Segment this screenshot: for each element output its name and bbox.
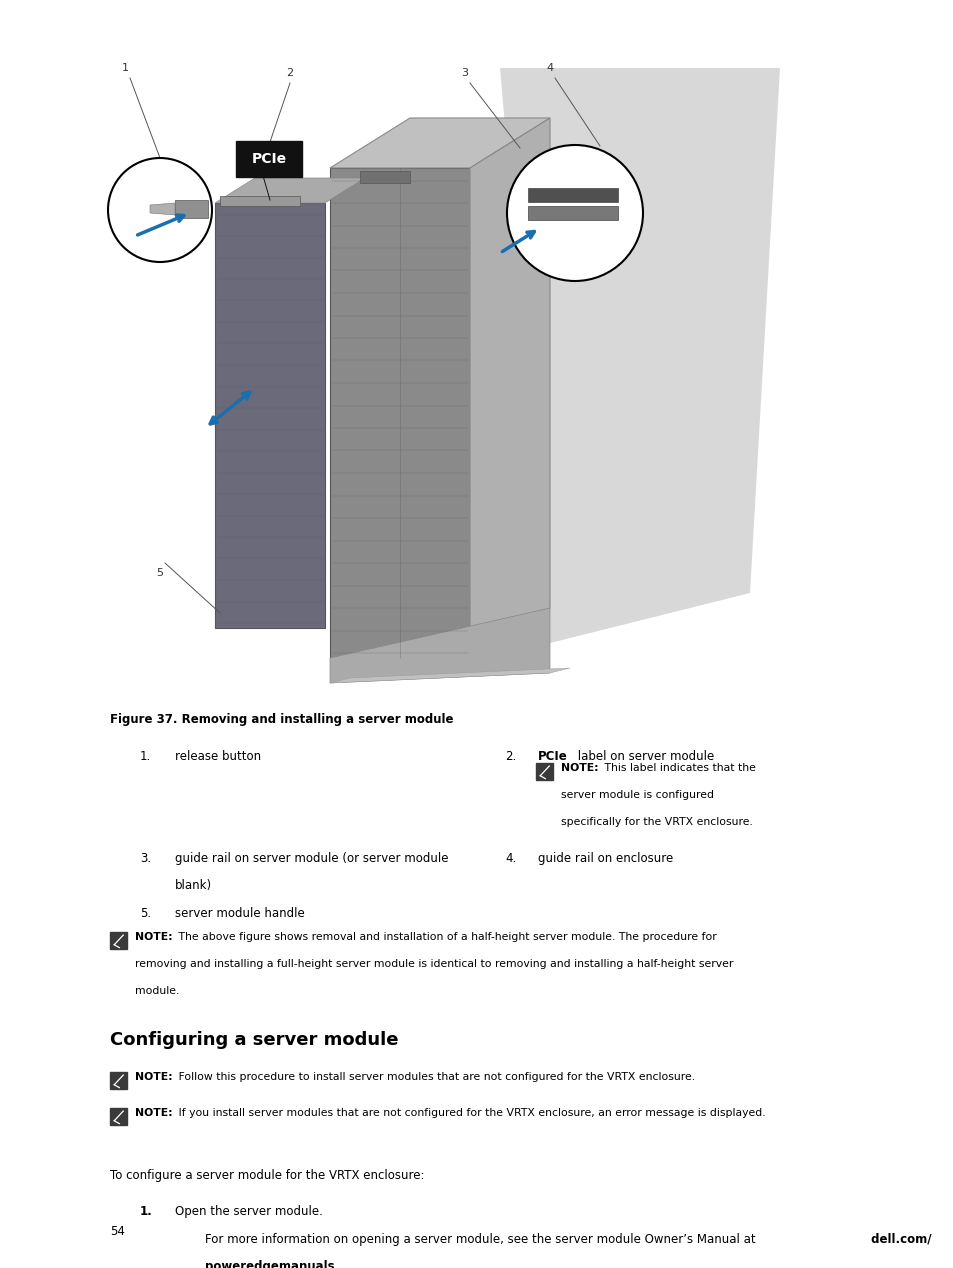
Text: blank): blank) (174, 879, 212, 891)
Text: 1.: 1. (140, 1205, 152, 1219)
Text: .: . (357, 1260, 361, 1268)
Polygon shape (214, 178, 365, 203)
Text: 4: 4 (546, 63, 553, 74)
Text: 1.: 1. (140, 749, 152, 763)
Text: guide rail on enclosure: guide rail on enclosure (537, 852, 673, 865)
Text: 5: 5 (156, 568, 163, 578)
Text: release button: release button (174, 749, 261, 763)
Text: 2: 2 (286, 68, 294, 79)
Text: NOTE:: NOTE: (135, 1108, 172, 1118)
Text: If you install server modules that are not configured for the VRTX enclosure, an: If you install server modules that are n… (174, 1108, 765, 1118)
Circle shape (108, 158, 212, 262)
Text: 3.: 3. (140, 852, 151, 865)
FancyBboxPatch shape (110, 1071, 127, 1089)
Text: Configuring a server module: Configuring a server module (110, 1031, 398, 1049)
Polygon shape (527, 205, 618, 221)
Text: NOTE:: NOTE: (135, 1071, 172, 1082)
FancyBboxPatch shape (110, 932, 127, 948)
Circle shape (506, 145, 642, 281)
Text: The above figure shows removal and installation of a half-height server module. : The above figure shows removal and insta… (174, 932, 716, 942)
Text: This label indicates that the: This label indicates that the (600, 763, 755, 773)
Polygon shape (330, 167, 470, 658)
Text: module.: module. (135, 987, 179, 995)
Text: For more information on opening a server module, see the server module Owner’s M: For more information on opening a server… (205, 1232, 755, 1246)
Text: dell.com/: dell.com/ (866, 1232, 930, 1246)
Text: specifically for the VRTX enclosure.: specifically for the VRTX enclosure. (560, 817, 752, 827)
Text: 2.: 2. (504, 749, 516, 763)
Polygon shape (214, 203, 325, 628)
Text: NOTE:: NOTE: (135, 932, 172, 942)
Text: removing and installing a full-height server module is identical to removing and: removing and installing a full-height se… (135, 959, 733, 969)
Polygon shape (150, 203, 174, 216)
Text: server module is configured: server module is configured (560, 790, 713, 800)
FancyBboxPatch shape (359, 171, 410, 183)
Text: 5.: 5. (140, 907, 151, 921)
Polygon shape (527, 188, 618, 202)
FancyBboxPatch shape (536, 763, 553, 780)
Text: server module handle: server module handle (174, 907, 304, 921)
Polygon shape (330, 668, 569, 683)
Text: To configure a server module for the VRTX enclosure:: To configure a server module for the VRT… (110, 1169, 424, 1182)
Text: PCIe: PCIe (537, 749, 567, 763)
Polygon shape (330, 118, 550, 167)
FancyBboxPatch shape (110, 1108, 127, 1125)
Polygon shape (499, 68, 780, 643)
Text: 3: 3 (461, 68, 468, 79)
Text: label on server module: label on server module (574, 749, 714, 763)
FancyBboxPatch shape (220, 197, 299, 205)
Text: Follow this procedure to install server modules that are not configured for the : Follow this procedure to install server … (174, 1071, 695, 1082)
Polygon shape (330, 607, 550, 683)
Text: 4.: 4. (504, 852, 516, 865)
Text: Open the server module.: Open the server module. (174, 1205, 322, 1219)
Text: Figure 37. Removing and installing a server module: Figure 37. Removing and installing a ser… (110, 713, 453, 727)
Text: 54: 54 (110, 1225, 125, 1238)
Text: guide rail on server module (or server module: guide rail on server module (or server m… (174, 852, 448, 865)
Polygon shape (470, 118, 550, 658)
FancyBboxPatch shape (235, 141, 302, 178)
Text: PCIe: PCIe (252, 152, 286, 166)
Text: poweredgemanuals: poweredgemanuals (205, 1260, 335, 1268)
Text: NOTE:: NOTE: (560, 763, 598, 773)
Polygon shape (174, 200, 208, 218)
Text: 1: 1 (121, 63, 129, 74)
